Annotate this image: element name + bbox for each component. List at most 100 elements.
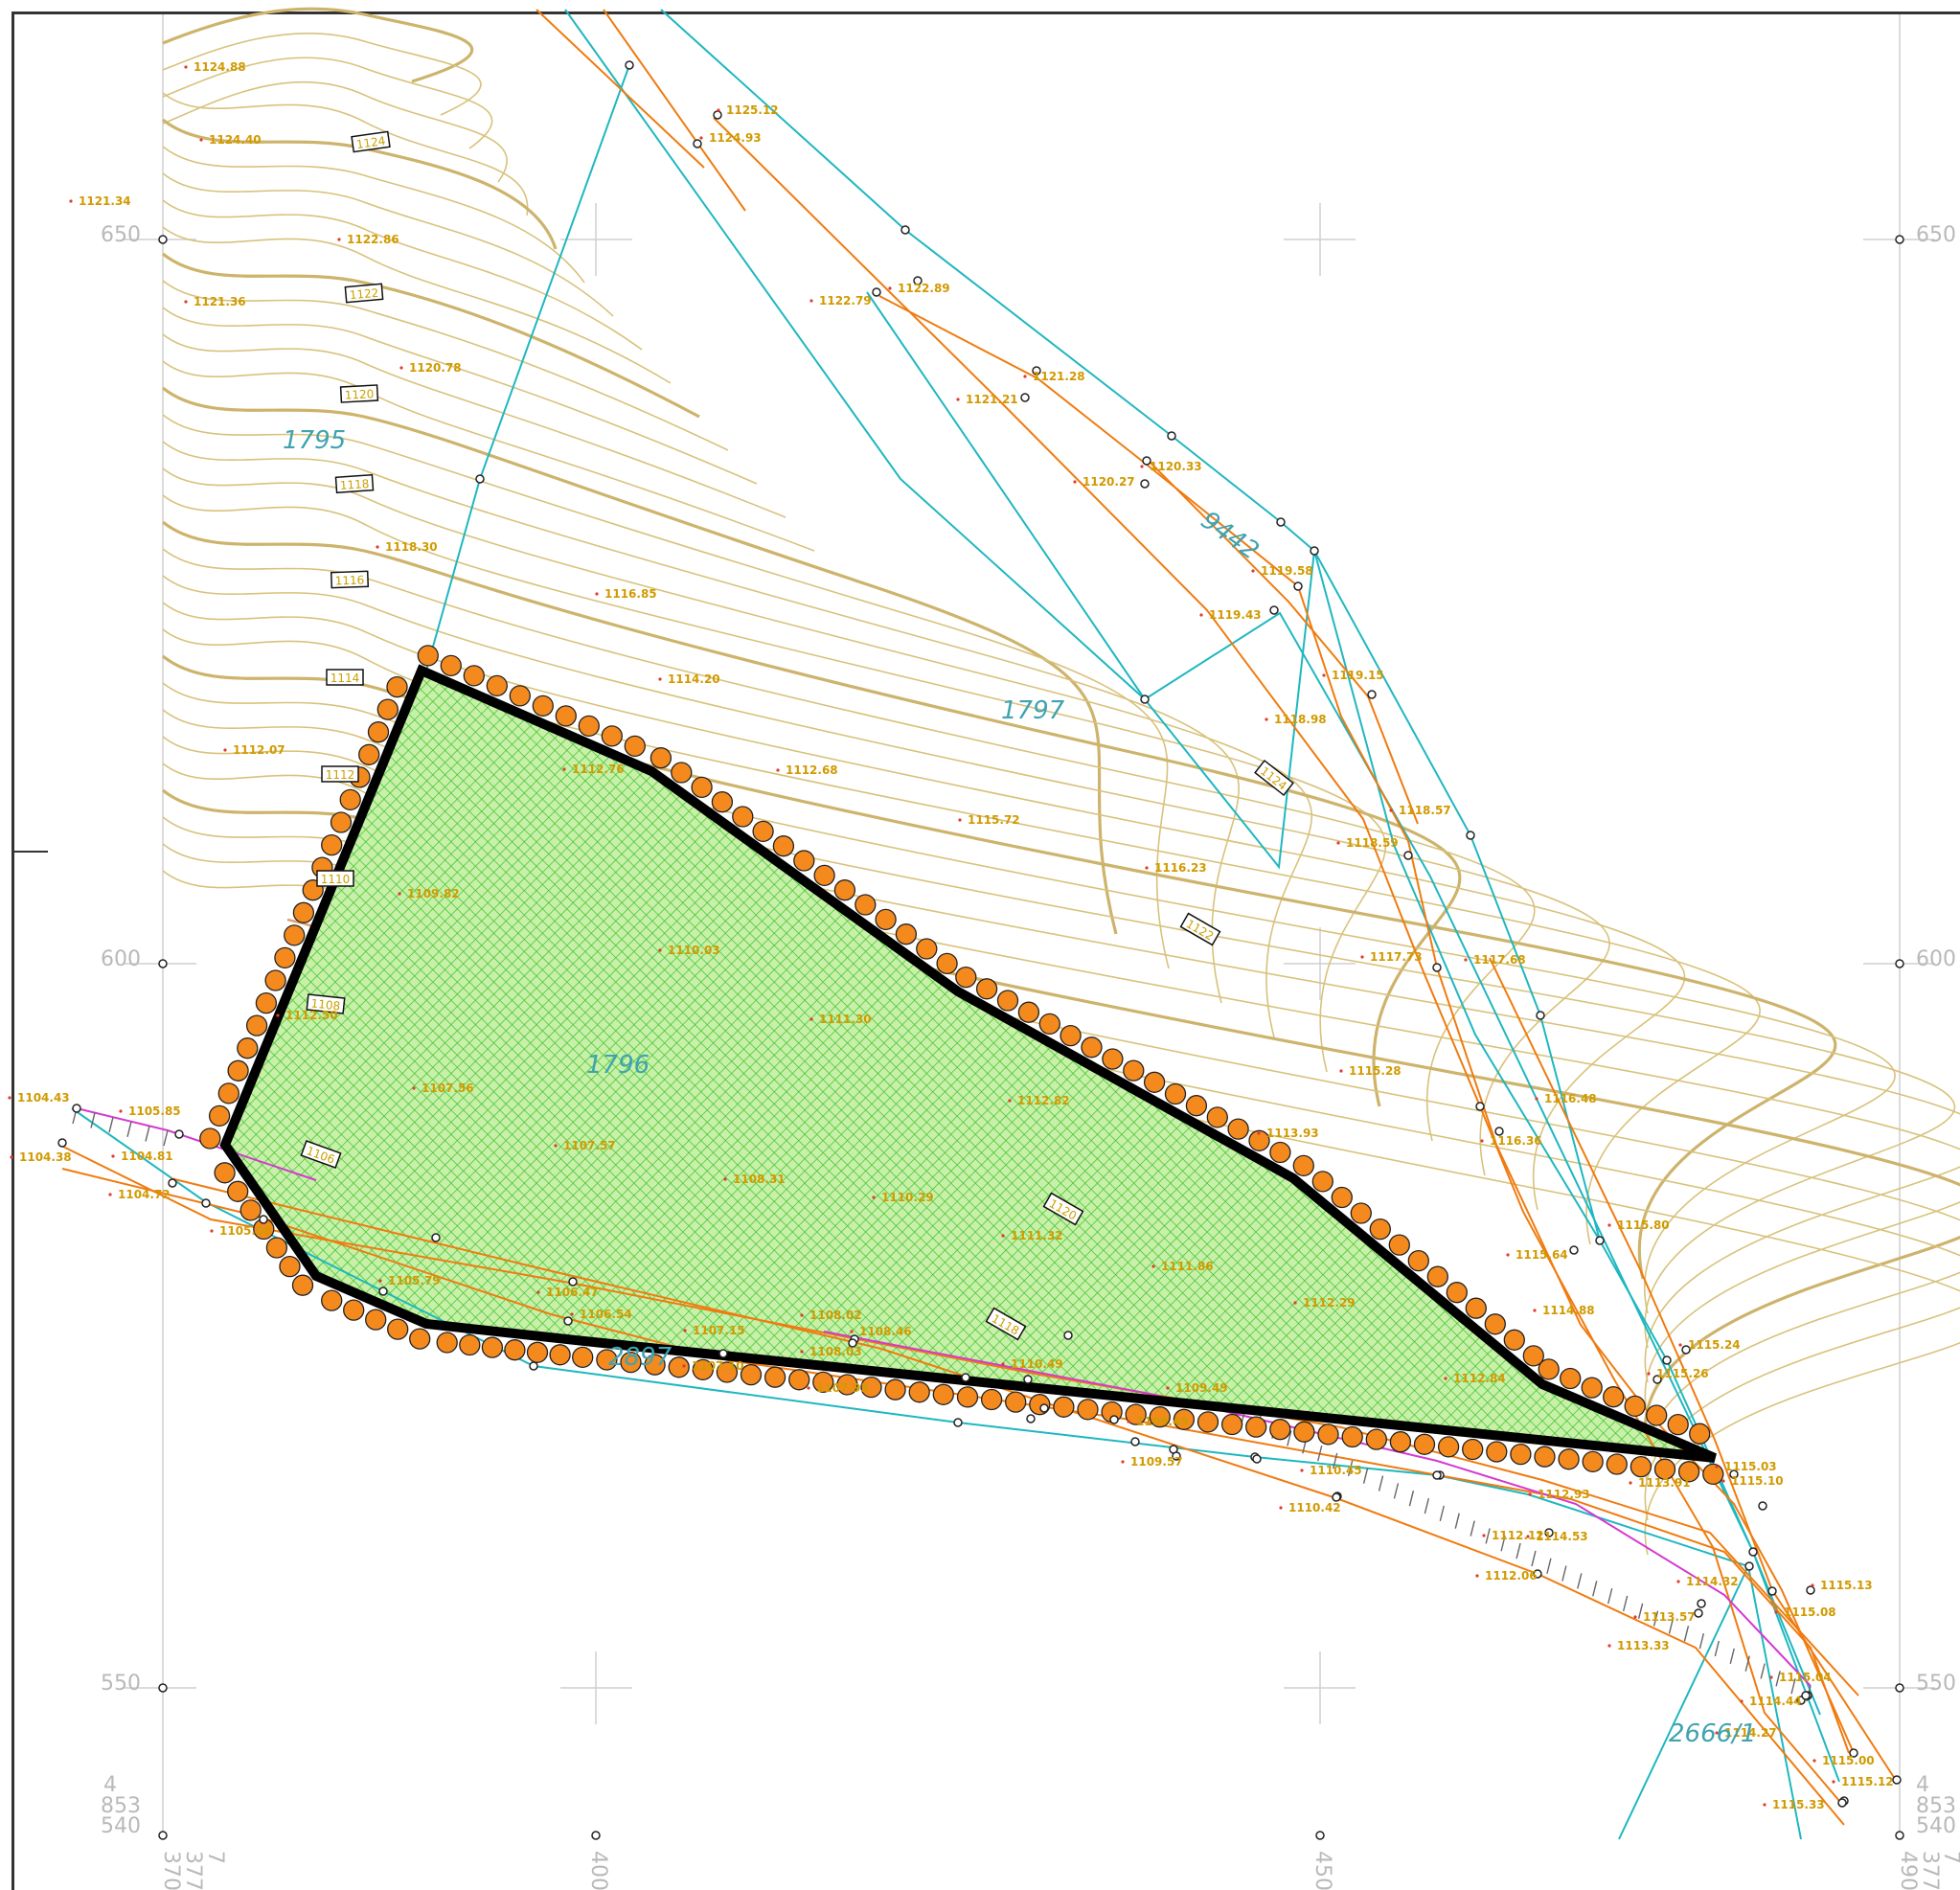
survey-point [1744,1561,1754,1571]
elevation-label: 1106.54 [580,1308,632,1321]
elevation-label: 1112.84 [1453,1372,1506,1385]
pile-circle [1269,1141,1291,1164]
corner-x-label: 7 [1939,1851,1960,1864]
elevation-label: 1118.30 [385,540,438,554]
survey-point [1130,1437,1140,1446]
contour-line [162,7,474,83]
contour-tag-box: 1116 [330,570,370,589]
contour-line [162,763,1960,1418]
elevation-label: 1118.57 [1399,804,1451,817]
survey-point [1806,1585,1815,1595]
excavation-outline[interactable] [219,664,1717,1463]
pile-circle [1317,1423,1339,1446]
survey-point [201,1198,211,1208]
parcel-1796-area[interactable] [225,671,1715,1458]
survey-point [713,110,722,120]
pile-circle [1503,1329,1525,1351]
elevation-dot [956,398,960,401]
pile-circle [1388,1234,1410,1256]
slope-tick [1454,1513,1460,1529]
corner-x-label: 370 [159,1851,183,1890]
survey-point [1681,1345,1691,1355]
contour-tag-box: 1120 [339,384,379,403]
contour-line [162,548,1536,1142]
elevation-dot [1293,1301,1297,1305]
elevation-dot [1257,1131,1261,1135]
elevation-label: 1110.45 [1310,1464,1362,1477]
survey-point [1020,393,1030,402]
elevation-dot [1279,1506,1283,1510]
elevation-dot [412,1086,416,1090]
pile-circle [367,721,390,743]
elevation-label: 1115.10 [1731,1474,1784,1488]
pile-circle [227,1180,249,1202]
elevation-dot [337,238,341,241]
elevation-label: 1114.88 [1542,1304,1595,1317]
elevation-label: 1107.93 [816,1381,869,1395]
elevation-label: 1110.42 [1288,1501,1341,1514]
corner-label: 4 [103,1773,117,1797]
pile-circle [1446,1282,1468,1304]
elevation-dot [184,65,188,69]
elevation-dot [1008,1099,1012,1103]
survey-point [72,1104,81,1113]
elevation-label: 1120.27 [1083,475,1135,489]
survey-point [1569,1245,1579,1255]
elevation-label: 1114.44 [1749,1695,1802,1708]
elevation-label: 1124.93 [709,131,762,145]
contour-line [162,33,482,116]
slope-tick [1698,1632,1705,1650]
survey-point [693,139,702,148]
pile-circle [1269,1419,1291,1441]
pile-circle [255,991,278,1014]
pile-circle [417,645,439,667]
slope-tick [1760,1663,1766,1679]
pile-circle [555,705,577,727]
parcel-labels: 1795 1796 1797 9442 2897 2666/1 [283,426,1756,1748]
elevation-label: 1118.98 [1274,713,1327,726]
slope-tick [1378,1475,1384,1492]
pile-circle [358,743,380,765]
elevation-label: 1115.72 [968,813,1020,827]
grid-y-label: 600 [1916,947,1956,971]
survey-point [1140,695,1150,704]
survey-point [431,1233,441,1242]
survey-point [1466,831,1475,840]
pile-circle [1038,1013,1060,1036]
elevation-dot [1389,808,1393,812]
pile-circle [237,1037,259,1059]
survey-point [1801,1691,1811,1700]
elevation-dot [1763,1803,1766,1807]
survey-point [1895,959,1904,968]
elevation-label: 1118.59 [1346,836,1399,850]
pile-circle [936,952,958,975]
parcel-label-2897: 2897 [608,1343,672,1372]
pile-circle [1365,1428,1387,1450]
corner-label: 853 [1916,1794,1956,1818]
elevation-dot [276,1013,280,1017]
pile-circle [1437,1436,1460,1458]
slope-tick [1714,1640,1721,1657]
elevation-label: 1111.30 [819,1013,872,1026]
elevation-label: 1109.49 [1175,1381,1228,1395]
elevation-label: 1110.03 [668,944,720,957]
elevation-label: 1113.91 [1638,1476,1691,1490]
pile-circle [365,1309,387,1331]
corner-label: 540 [1916,1814,1956,1838]
map-frame [11,11,1960,1890]
pile-circle [292,901,315,923]
pile-circle [932,1383,954,1405]
slope-tick [1500,1536,1506,1552]
pile-circle [1245,1416,1267,1438]
contour-line [162,414,1170,969]
contour-line [162,92,529,216]
elevation-label: 1109.57 [1130,1455,1183,1469]
pile-circle [1413,1433,1436,1455]
elevation-dot [376,545,379,549]
elevation-label: 1107.10 [692,1359,744,1373]
pile-circle [763,1366,786,1388]
survey-point [158,959,168,968]
elevation-label: 1116.85 [604,587,657,601]
slope-tick [1332,1452,1338,1469]
